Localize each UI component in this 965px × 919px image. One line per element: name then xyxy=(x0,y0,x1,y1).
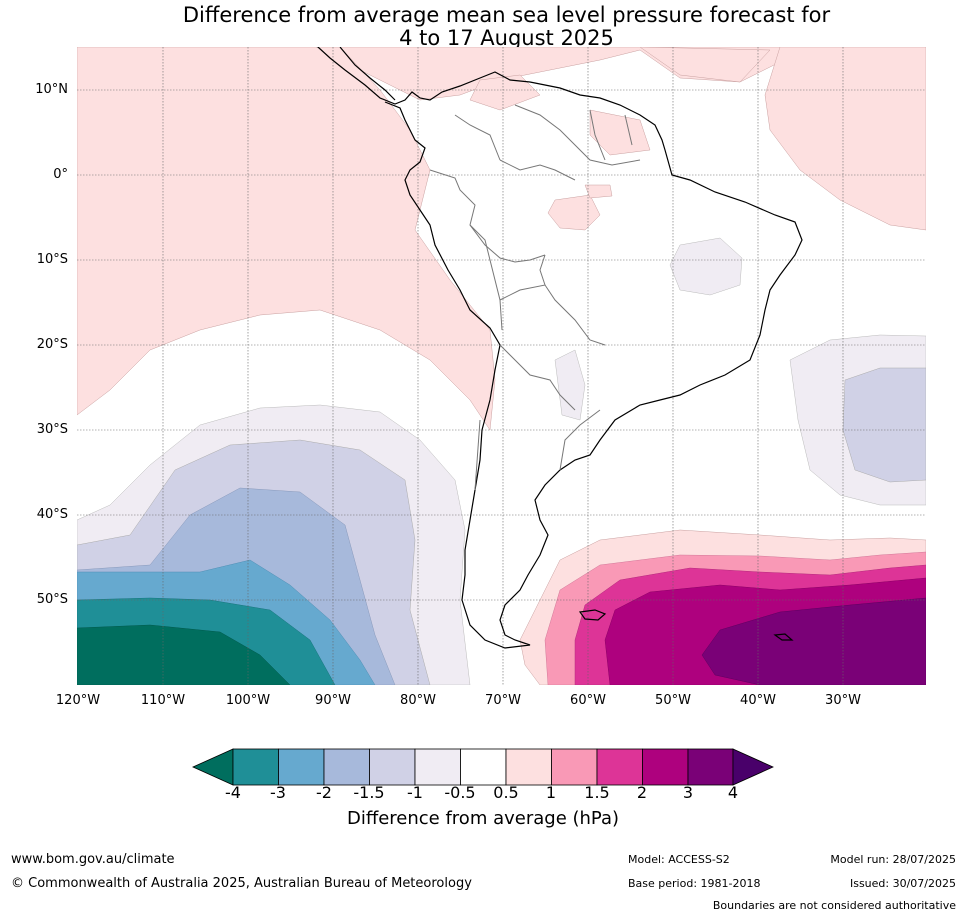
lon-label: 80°W xyxy=(400,693,436,708)
colorbar-bin xyxy=(414,748,461,786)
country-borders xyxy=(429,104,641,491)
colorbar-tick-label: 0.5 xyxy=(493,783,519,802)
colorbar-bin xyxy=(596,748,643,786)
colorbar-title: Difference from average (hPa) xyxy=(346,808,620,829)
model-name: Model: ACCESS-S2 xyxy=(628,853,730,866)
lon-label: 40°W xyxy=(740,693,776,708)
lat-label: 10°S xyxy=(36,252,68,267)
colorbar-tick-label: -4 xyxy=(225,783,241,802)
lat-label: 10°N xyxy=(35,82,68,97)
title-line-2: 4 to 17 August 2025 xyxy=(399,26,614,50)
lon-label: 30°W xyxy=(825,693,861,708)
anomaly-fields xyxy=(77,47,926,685)
colorbar-tick-label: 2 xyxy=(636,783,648,802)
atlantic-positive-ne xyxy=(764,47,926,231)
colorbar-tick-label: 4 xyxy=(727,783,739,802)
lon-label: 70°W xyxy=(485,693,521,708)
lat-label: 20°S xyxy=(36,337,68,352)
issued-date: Issued: 30/07/2025 xyxy=(849,877,956,890)
lat-label: 30°S xyxy=(36,422,68,437)
colorbar-bin xyxy=(505,748,552,786)
lon-label: 120°W xyxy=(55,693,101,708)
colorbar-tick-label: -2 xyxy=(316,783,332,802)
caribbean-positive xyxy=(469,74,541,111)
colorbar-bin xyxy=(278,748,325,786)
base-period: Base period: 1981-2018 xyxy=(628,877,761,890)
south-atlantic-negative xyxy=(842,367,926,483)
lat-label: 0° xyxy=(53,167,68,182)
colorbar-extend-low xyxy=(192,748,234,786)
copyright-text: © Commonwealth of Australia 2025, Austra… xyxy=(11,876,472,891)
falkland-islands xyxy=(578,609,607,621)
central-america-coastline xyxy=(316,47,396,101)
south-america-coastline xyxy=(317,47,803,649)
lon-label: 90°W xyxy=(315,693,351,708)
colorbar-tick-label: -0.5 xyxy=(444,783,476,802)
colorbar-bin xyxy=(460,748,507,786)
colorbar-bin xyxy=(642,748,689,786)
brazil-weak-negative xyxy=(669,237,743,296)
lon-label: 100°W xyxy=(225,693,271,708)
colorbar-tick-label: -1.5 xyxy=(353,783,385,802)
colorbar-bin xyxy=(687,748,734,786)
colorbar-tick-label: -3 xyxy=(270,783,286,802)
colorbar-bin xyxy=(232,748,279,786)
south-georgia xyxy=(773,633,794,641)
title-line-1: Difference from average mean sea level p… xyxy=(182,3,831,27)
map-title: Difference from average mean sea level p… xyxy=(80,4,933,50)
colorbar-bin xyxy=(551,748,598,786)
colorbar-tick-label: 1.5 xyxy=(584,783,610,802)
boundaries-disclaimer: Boundaries are not considered authoritat… xyxy=(712,899,956,912)
lat-label: 50°S xyxy=(36,592,68,607)
graticule xyxy=(77,47,926,685)
colorbar-tick-label: 1 xyxy=(545,783,557,802)
colorbar-bin xyxy=(369,748,416,786)
atlantic-positive-nw xyxy=(639,47,771,83)
se-pacific-neg-4 xyxy=(77,624,291,685)
lon-label: 60°W xyxy=(570,693,606,708)
colorbar xyxy=(192,748,774,786)
colorbar-tick-label: 3 xyxy=(682,783,694,802)
colorbar-bin xyxy=(323,748,370,786)
colorbar-extend-high xyxy=(732,748,774,786)
guiana-positive xyxy=(589,109,651,156)
lat-label: 40°S xyxy=(36,507,68,522)
colorbar-tick-label: -1 xyxy=(407,783,423,802)
amazon-positive-2 xyxy=(584,184,613,199)
lon-label: 50°W xyxy=(655,693,691,708)
paraguay-weak-negative xyxy=(554,349,586,421)
coastlines xyxy=(316,47,803,649)
lon-label: 110°W xyxy=(140,693,186,708)
website-link[interactable]: www.bom.gov.au/climate xyxy=(11,852,175,867)
model-run-date: Model run: 28/07/2025 xyxy=(830,853,956,866)
